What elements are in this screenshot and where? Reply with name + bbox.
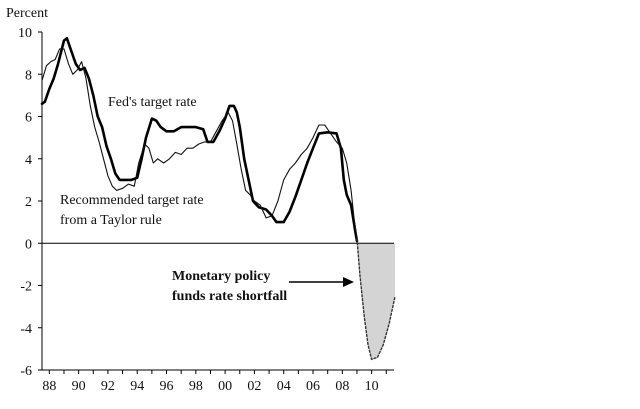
shortfall-arrow-head <box>343 277 354 287</box>
x-tick-label: 98 <box>189 379 203 394</box>
x-tick-label: 92 <box>101 379 115 394</box>
x-tick-label: 96 <box>160 379 174 394</box>
x-tick-label: 90 <box>72 379 86 394</box>
x-tick-label: 94 <box>130 379 144 394</box>
axes: 10 8 6 4 2 0 -2 -4 -6 88 90 92 94 96 98 00 02 04 06 08 10 <box>18 26 394 394</box>
shortfall-area <box>356 239 396 360</box>
fed-rate-label: Fed's target rate <box>108 95 197 110</box>
taylor-rule-label-line1: Recommended target rate <box>60 193 204 208</box>
y-tick-label: 4 <box>25 153 32 168</box>
series-layer <box>40 37 396 361</box>
y-tick-label: 10 <box>18 26 32 41</box>
x-tick-label: 88 <box>42 379 56 394</box>
taylor-rule-label-line2: from a Taylor rule <box>60 213 162 228</box>
x-tick-label: 08 <box>335 379 349 394</box>
x-tick-label: 00 <box>218 379 232 394</box>
x-tick-label: 06 <box>306 379 320 394</box>
shortfall-label-line1: Monetary policy <box>172 269 270 284</box>
y-tick-label: -2 <box>20 280 32 295</box>
y-axis-title: Percent <box>6 6 48 21</box>
x-tick-label: 10 <box>365 379 379 394</box>
fed-target-rate-line <box>40 37 359 243</box>
y-tick-label: 8 <box>25 68 32 83</box>
y-tick-label: 2 <box>25 195 32 210</box>
shortfall-label-line2: funds rate shortfall <box>172 289 287 304</box>
taylor-projection-line <box>356 238 396 361</box>
y-tick-label: -4 <box>20 322 32 337</box>
y-tick-label: 6 <box>25 111 32 126</box>
y-tick-label: -6 <box>20 364 32 379</box>
shortfall-area-layer <box>356 239 396 360</box>
x-tick-label: 02 <box>247 379 261 394</box>
y-tick-label: 0 <box>25 237 32 252</box>
taylor-rule-line <box>41 48 358 240</box>
x-tick-label: 04 <box>277 379 291 394</box>
